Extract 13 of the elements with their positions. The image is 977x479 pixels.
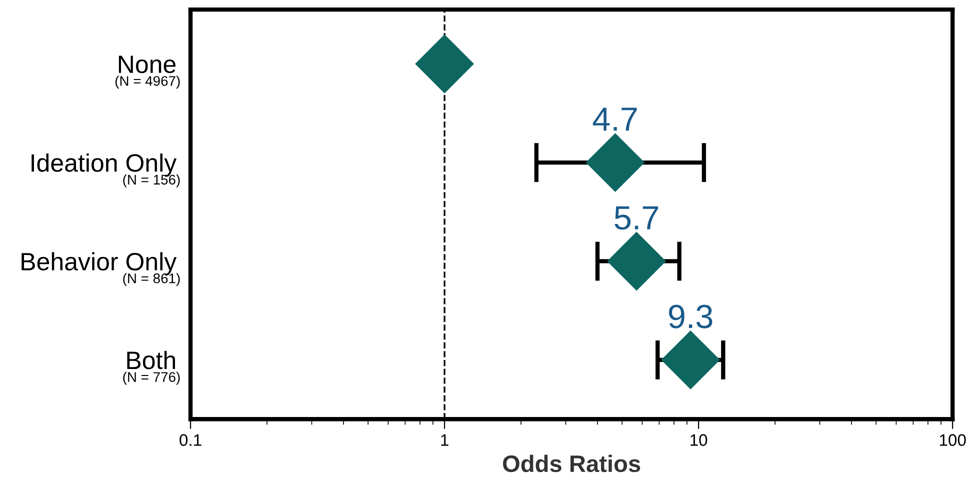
x-tick-label: 10: [690, 434, 708, 446]
text: (N = 861): [123, 273, 180, 286]
data-label: 5.7: [614, 206, 658, 230]
y-tick-label: Both: [127, 350, 176, 370]
x-tick-label: 1: [441, 434, 448, 446]
y-tick-label: None: [118, 56, 176, 74]
data-label: 4.7: [592, 108, 637, 131]
x-axis-title: Odds Ratios: [502, 454, 640, 472]
text: (N = 776): [123, 372, 180, 385]
x-tick-label: 100: [940, 434, 966, 446]
x-tick-label: 0.1: [180, 434, 202, 446]
data-label: 9.3: [668, 304, 712, 328]
text: (N = 4967): [115, 76, 180, 89]
